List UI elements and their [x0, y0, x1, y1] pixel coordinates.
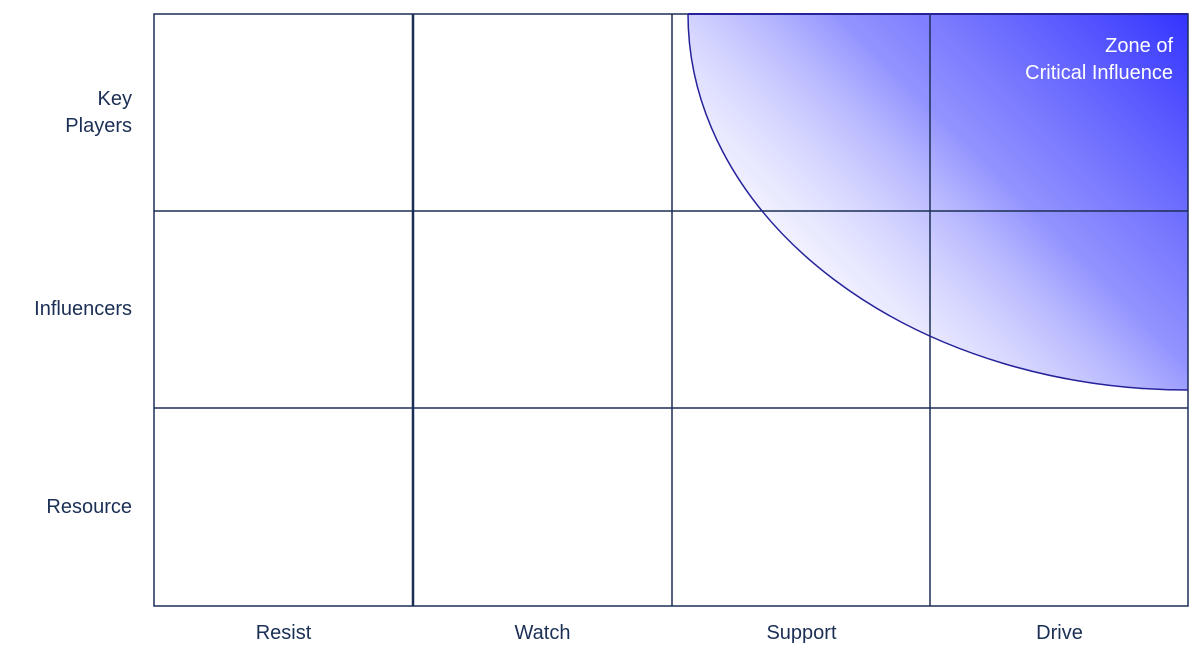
- row-label-influencers: Influencers: [34, 298, 132, 320]
- critical-influence-zone: [688, 14, 1188, 390]
- grid-border: [153, 13, 1189, 607]
- zone-label: Zone of Critical Influence: [1025, 33, 1173, 87]
- zone-label-line2: Critical Influence: [1025, 62, 1173, 84]
- zone-label-line1: Zone of: [1105, 35, 1173, 57]
- column-label-resist: Resist: [255, 622, 312, 644]
- zone-boundary-curve: [687, 13, 1189, 391]
- row-label-key-players: Key Players: [65, 88, 132, 137]
- column-label-drive: Drive: [1036, 622, 1083, 644]
- row-label-resource: Resource: [46, 496, 132, 518]
- column-label-watch: Watch: [514, 622, 571, 644]
- column-label-support: Support: [766, 622, 837, 644]
